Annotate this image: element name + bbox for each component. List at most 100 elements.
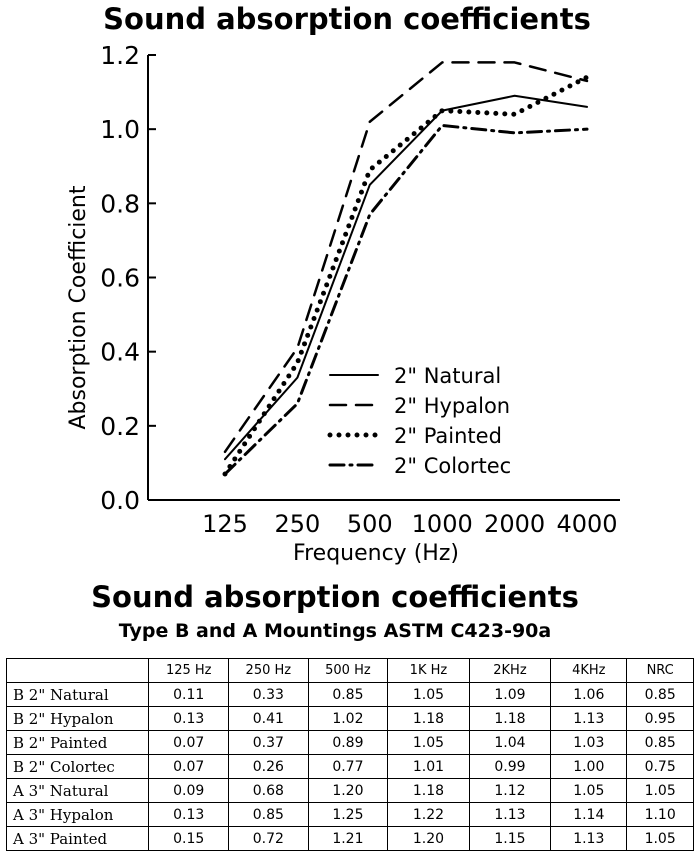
column-header: 2KHz: [468, 658, 552, 683]
table-cell: 0.37: [228, 730, 309, 755]
table-cell: 1.18: [387, 706, 470, 731]
table-cell: 1.14: [550, 802, 628, 827]
x-tick-label: 2000: [484, 510, 545, 538]
table-cell: 0.07: [148, 754, 230, 779]
x-tick-label: 250: [274, 510, 320, 538]
legend-label: 2" Painted: [394, 424, 502, 448]
chart-title: Sound absorption coefficients: [103, 2, 591, 36]
table-subtitle: Type B and A Mountings ASTM C423-90a: [118, 620, 552, 642]
table-cell: 1.18: [468, 706, 552, 731]
table-cell: 1.03: [550, 730, 628, 755]
table-cell: 0.11: [148, 682, 230, 707]
legend-label: 2" Hypalon: [394, 394, 510, 418]
y-tick-label: 0.6: [100, 264, 140, 293]
series-line-3: [223, 123, 589, 476]
table-cell: 1.04: [468, 730, 552, 755]
table-header-row: 125 Hz 250 Hz 500 Hz 1K Hz 2KHz 4KHz NRC: [5, 658, 694, 683]
series-line-0: [224, 94, 588, 461]
y-tick-label: 0.8: [100, 189, 140, 218]
x-tick-label: 1000: [412, 510, 473, 538]
row-label: A 3" Hypalon: [5, 802, 150, 827]
row-label: B 2" Colortec: [5, 754, 150, 779]
table-cell: 0.09: [148, 778, 230, 803]
table-cell: 0.77: [307, 754, 389, 779]
table-row: A 3" Painted 0.15 0.72 1.21 1.20 1.15 1.13 1.05: [5, 826, 694, 851]
table-row: B 2" Colortec 0.07 0.26 0.77 1.01 0.99 1.00 0.7…: [5, 754, 694, 779]
chart-legend: 2" Natural 2" Hypalon 2" Painted 2" Colorte…: [327, 364, 511, 478]
table-cell: 0.89: [307, 730, 389, 755]
row-label: B 2" Natural: [5, 682, 150, 707]
table-cell: 0.41: [228, 706, 309, 731]
column-header: 1K Hz: [387, 658, 470, 683]
table-cell: 1.00: [550, 754, 628, 779]
column-header: 500 Hz: [307, 658, 389, 683]
table-cell: 1.20: [387, 826, 470, 851]
table-cell: 1.21: [307, 826, 389, 851]
table-cell: 0.68: [228, 778, 309, 803]
table-cell: 1.10: [626, 802, 694, 827]
absorption-line-chart: 0.0 0.2 0.4 0.6 0.8 1.0 1.2 125 250 500 1000 2000 40…: [66, 41, 620, 566]
x-tick-label: 500: [347, 510, 393, 538]
table-cell: 0.07: [148, 730, 230, 755]
table-body: B 2" Natural 0.11 0.33 0.85 1.05 1.09 1.06 0.85…: [5, 682, 694, 851]
chart-series: [222, 61, 590, 477]
row-label: A 3" Painted: [5, 826, 150, 851]
series-line-1: [223, 61, 589, 454]
y-tick-label: 0.4: [100, 338, 140, 367]
table-cell: 1.06: [550, 682, 628, 707]
table-cell: 1.22: [387, 802, 470, 827]
y-axis-title: Absorption Coefficient: [66, 185, 91, 429]
x-tick-label: 4000: [556, 510, 617, 538]
x-tick-label: 125: [202, 510, 248, 538]
table-cell: 0.85: [228, 802, 309, 827]
table-title: Sound absorption coefficients: [91, 580, 579, 614]
table-cell: 1.18: [387, 778, 470, 803]
y-tick-label: 1.2: [100, 41, 140, 70]
table-cell: 1.20: [307, 778, 389, 803]
table-cell: 1.25: [307, 802, 389, 827]
row-label: B 2" Painted: [5, 730, 150, 755]
table-cell: 1.13: [468, 802, 552, 827]
table-cell: 0.13: [148, 802, 230, 827]
legend-label: 2" Natural: [394, 364, 501, 388]
column-header: NRC: [626, 658, 694, 683]
column-header: 250 Hz: [228, 658, 309, 683]
table-cell: 0.85: [307, 682, 389, 707]
table-row: A 3" Hypalon 0.13 0.85 1.25 1.22 1.13 1.14 1.10: [5, 802, 694, 827]
table-cell: 1.13: [550, 826, 628, 851]
table-cell: 0.85: [626, 682, 694, 707]
table-cell: 0.26: [228, 754, 309, 779]
table-cell: 1.05: [387, 730, 470, 755]
table-cell: 1.05: [626, 826, 694, 851]
table-cell: 1.05: [550, 778, 628, 803]
x-axis-title: Frequency (Hz): [293, 541, 459, 566]
y-tick-label: 0.2: [100, 412, 140, 441]
table-cell: 0.99: [468, 754, 552, 779]
table-row: B 2" Natural 0.11 0.33 0.85 1.05 1.09 1.06 0.85: [5, 682, 694, 707]
series-line-2: [222, 74, 590, 477]
chart-axes: 0.0 0.2 0.4 0.6 0.8 1.0 1.2 125 250 500 1000 2000 40…: [66, 41, 620, 566]
table-cell: 0.15: [148, 826, 230, 851]
table-cell: 1.15: [468, 826, 552, 851]
table-cell: 0.85: [626, 730, 694, 755]
table-cell: 0.13: [148, 706, 230, 731]
y-tick-label: 0.0: [100, 486, 140, 515]
column-header: 125 Hz: [148, 658, 230, 683]
table-cell: 0.33: [228, 682, 309, 707]
table-cell: 0.75: [626, 754, 694, 779]
row-label: A 3" Natural: [5, 778, 150, 803]
table-corner-cell: [5, 658, 150, 683]
table-cell: 0.72: [228, 826, 309, 851]
table-cell: 1.09: [468, 682, 552, 707]
table-cell: 1.12: [468, 778, 552, 803]
table-cell: 0.95: [626, 706, 694, 731]
legend-label: 2" Colortec: [394, 454, 511, 478]
column-header: 4KHz: [550, 658, 628, 683]
coefficients-table: 125 Hz 250 Hz 500 Hz 1K Hz 2KHz 4KHz NRC…: [5, 658, 694, 851]
row-label: B 2" Hypalon: [5, 706, 150, 731]
table-cell: 1.02: [307, 706, 389, 731]
table-cell: 1.05: [387, 682, 470, 707]
table-cell: 1.01: [387, 754, 470, 779]
table-row: A 3" Natural 0.09 0.68 1.20 1.18 1.12 1.05 1.05: [5, 778, 694, 803]
table-row: B 2" Painted 0.07 0.37 0.89 1.05 1.04 1.03 0.85: [5, 730, 694, 755]
